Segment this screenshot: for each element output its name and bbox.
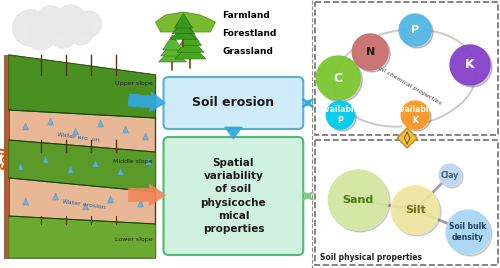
Text: N: N [366,47,375,57]
Polygon shape [160,42,184,56]
Text: Middle slope: Middle slope [113,159,152,165]
Text: Soil: Soil [1,146,11,170]
Text: Water ero  on: Water ero on [57,132,100,143]
Polygon shape [48,118,54,125]
Text: Upper slope: Upper slope [115,80,152,85]
Circle shape [391,186,439,234]
Polygon shape [177,36,204,52]
Circle shape [68,21,92,45]
Text: Spatial
variability
of soil
physicoche
mical
properties: Spatial variability of soil physicoche m… [200,158,266,234]
Polygon shape [174,14,193,28]
Circle shape [403,103,431,131]
Circle shape [448,212,492,256]
Circle shape [401,16,433,48]
Polygon shape [72,128,78,135]
Text: Grassland: Grassland [222,47,274,57]
Polygon shape [158,48,186,62]
Circle shape [446,210,490,254]
Circle shape [56,5,86,35]
Circle shape [439,164,461,186]
Circle shape [450,45,490,85]
Text: Water erosion: Water erosion [62,199,106,211]
Polygon shape [128,92,166,112]
Polygon shape [42,156,48,163]
Polygon shape [118,168,124,175]
Circle shape [48,20,76,48]
Text: Silt: Silt [405,205,425,215]
Polygon shape [82,203,88,210]
Polygon shape [180,28,202,46]
Circle shape [328,170,388,230]
Text: Soil chemical properties: Soil chemical properties [374,64,442,106]
Circle shape [316,56,360,100]
Polygon shape [92,160,98,167]
Polygon shape [22,198,28,205]
Polygon shape [142,133,148,140]
Polygon shape [397,128,417,148]
Circle shape [354,36,390,72]
Text: Clay: Clay [441,170,459,180]
Text: Soil erosion: Soil erosion [192,96,274,110]
Text: Sand: Sand [342,195,374,205]
Circle shape [330,172,390,232]
Polygon shape [122,126,128,133]
FancyBboxPatch shape [164,137,304,255]
Text: K: K [465,58,475,72]
Circle shape [401,101,429,129]
Text: Lower slope: Lower slope [115,237,152,243]
Polygon shape [4,55,8,258]
Polygon shape [172,20,195,34]
Circle shape [393,188,441,236]
Polygon shape [8,55,156,118]
Polygon shape [138,200,143,207]
Polygon shape [146,158,152,165]
Polygon shape [8,140,156,192]
Polygon shape [128,184,166,206]
Circle shape [399,14,431,46]
Polygon shape [18,163,24,170]
Circle shape [12,10,49,46]
Circle shape [328,103,356,131]
Polygon shape [224,127,242,139]
Polygon shape [174,43,206,59]
Circle shape [326,101,354,129]
Circle shape [26,22,54,50]
Polygon shape [8,55,156,258]
Text: Soil bulk
density: Soil bulk density [450,222,486,242]
Polygon shape [8,216,156,258]
Circle shape [352,34,388,70]
Polygon shape [52,193,59,200]
Text: Available
P: Available P [320,105,360,125]
Polygon shape [68,166,73,173]
Polygon shape [170,26,196,39]
Circle shape [452,47,492,87]
Text: Farmland: Farmland [222,12,270,20]
Text: C: C [334,72,343,84]
Polygon shape [108,196,114,203]
Circle shape [441,166,463,188]
Circle shape [318,58,362,102]
Circle shape [76,11,102,37]
Text: P: P [411,25,419,35]
Polygon shape [98,120,103,127]
FancyBboxPatch shape [316,2,498,135]
Polygon shape [22,123,28,130]
Text: Forestland: Forestland [222,29,277,39]
Polygon shape [162,35,182,50]
FancyBboxPatch shape [164,77,304,129]
Text: Soil physical properties: Soil physical properties [320,254,422,262]
Polygon shape [156,12,216,32]
Text: Available
K: Available K [396,105,435,125]
Circle shape [34,6,66,38]
FancyBboxPatch shape [316,140,498,265]
